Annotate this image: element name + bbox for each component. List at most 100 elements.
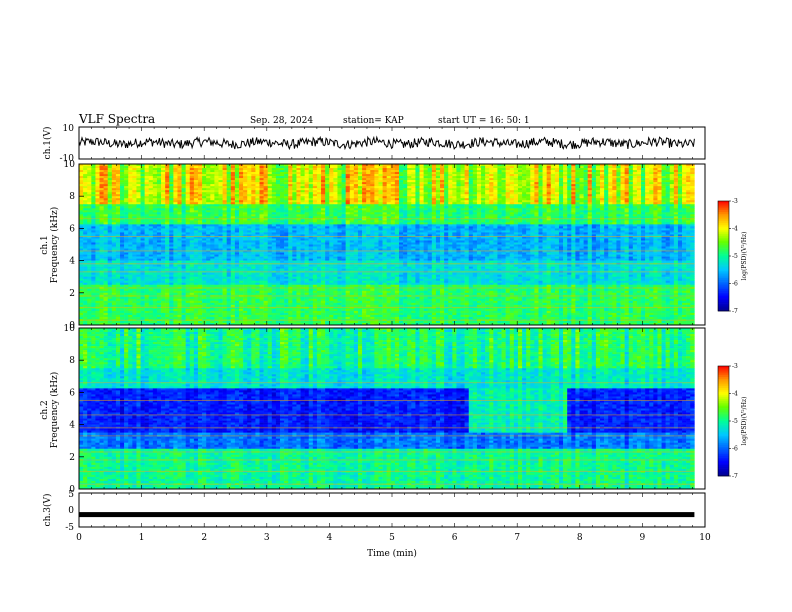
colorbar-segment	[718, 450, 729, 453]
colorbar-segment	[718, 241, 729, 244]
colorbar-segment	[718, 261, 729, 264]
colorbar-segment	[718, 433, 729, 436]
colorbar-segment	[718, 234, 729, 237]
colorbar-segment	[718, 371, 729, 374]
colorbar-segment	[718, 250, 729, 253]
x-tick-label: 4	[327, 533, 333, 543]
colorbar-segment	[718, 279, 729, 282]
colorbar-segment	[718, 410, 729, 413]
figure-title: VLF Spectra	[78, 112, 155, 126]
colorbar-segment	[718, 448, 729, 451]
x-tick-label: 5	[389, 533, 395, 543]
ch1-channel-label: ch.1	[40, 235, 50, 254]
station-label: station= KAP	[343, 116, 404, 126]
colorbar-segment	[718, 212, 729, 215]
colorbar-segment	[718, 267, 729, 270]
colorbar-segment	[718, 399, 729, 402]
x-tick-label: 9	[640, 533, 646, 543]
colorbar-segment	[718, 204, 729, 207]
ch1-waveform-frame	[78, 126, 706, 160]
colorbar-segment	[718, 424, 729, 427]
colorbar-tick-label: -7	[732, 308, 738, 315]
colorbar-segment	[718, 223, 729, 226]
ch3-ylabel: ch.3(V)	[42, 494, 53, 527]
colorbar-segment	[718, 468, 729, 471]
x-tick-label: 6	[452, 533, 458, 543]
colorbar-segment	[718, 373, 729, 376]
colorbar-segment	[718, 257, 729, 260]
freq-ytick-label: 10	[64, 324, 76, 334]
colorbar-segment	[718, 472, 729, 475]
colorbar-segment	[718, 421, 729, 424]
colorbar-segment	[718, 400, 729, 403]
colorbar-title: log(PSD)(V²/Hz)	[741, 232, 748, 281]
colorbar-segment	[718, 289, 729, 292]
freq-ytick-label: 0	[69, 321, 75, 331]
freq-ytick-label: 8	[69, 192, 75, 202]
colorbar-segment	[718, 454, 729, 457]
colorbar-segment	[718, 382, 729, 385]
colorbar-segment	[718, 466, 729, 469]
colorbar-tick-label: -5	[732, 418, 738, 425]
colorbar-segment	[718, 232, 729, 235]
colorbar-segment	[718, 287, 729, 290]
freq-ytick-label: 6	[69, 388, 75, 398]
ch2-colorbar: -3 -4 -5 -6 -7 log(PSD)(V²/Hz)	[717, 363, 748, 480]
colorbar-segment	[718, 386, 729, 389]
colorbar-segment	[718, 246, 729, 249]
ch1-ytick-bottom: -10	[60, 154, 75, 164]
colorbar-segment	[718, 461, 729, 464]
colorbar-segment	[718, 395, 729, 398]
colorbar-segment	[718, 369, 729, 372]
freq-ytick-label: 2	[69, 453, 75, 463]
colorbar-segment	[718, 384, 729, 387]
colorbar-segment	[718, 408, 729, 411]
colorbar-segment	[718, 285, 729, 288]
date-label: Sep. 28, 2024	[250, 116, 313, 126]
colorbar-segment	[718, 406, 729, 409]
colorbar-segment	[718, 235, 729, 238]
colorbar-segment	[718, 300, 729, 303]
colorbar-segment	[718, 419, 729, 422]
colorbar-tick-label: -5	[732, 253, 738, 260]
colorbar-segment	[718, 237, 729, 240]
ch3-ytick-bottom: -5	[65, 523, 74, 533]
colorbar-segment	[718, 307, 729, 310]
colorbar-tick-label: -3	[732, 198, 738, 205]
colorbar-segment	[718, 270, 729, 273]
colorbar-segment	[718, 201, 729, 204]
x-tick-label: 3	[264, 533, 270, 543]
colorbar-segment	[718, 226, 729, 229]
colorbar-segment	[718, 470, 729, 473]
ch2-ylabel-frequency: Frequency (kHz)	[49, 372, 60, 449]
colorbar-segment	[718, 465, 729, 468]
colorbar-title: log(PSD)(V²/Hz)	[741, 397, 748, 446]
colorbar-segment	[718, 248, 729, 251]
colorbar-tick-label: -4	[732, 226, 738, 233]
colorbar-segment	[718, 309, 729, 312]
colorbar-segment	[718, 254, 729, 257]
colorbar-segment	[718, 455, 729, 458]
colorbar-segment	[718, 243, 729, 246]
colorbar-segment	[718, 411, 729, 414]
colorbar-segment	[718, 459, 729, 462]
colorbar-segment	[718, 388, 729, 391]
x-tick-label: 0	[76, 533, 82, 543]
colorbar-segment	[718, 422, 729, 425]
colorbar-tick-label: -6	[732, 281, 738, 288]
colorbar-segment	[718, 428, 729, 431]
colorbar-segment	[718, 296, 729, 299]
ch1-ylabel-frequency: Frequency (kHz)	[49, 207, 60, 284]
ch1-waveform-line	[78, 135, 695, 151]
freq-ytick-label: 6	[69, 224, 75, 234]
colorbar-segment	[718, 239, 729, 242]
colorbar-segment	[718, 230, 729, 233]
ch2-channel-label: ch.2	[40, 400, 50, 419]
ch3-waveform-band	[79, 512, 695, 518]
colorbar-segment	[718, 474, 729, 477]
ch3-waveform-panel: 5 0 -5 ch.3(V) 0 1 2 3 4 5 6 7 8 9 10 Time (min)	[42, 490, 711, 559]
colorbar-segment	[718, 446, 729, 449]
colorbar-segment	[718, 380, 729, 383]
freq-ytick-label: 4	[69, 421, 75, 431]
